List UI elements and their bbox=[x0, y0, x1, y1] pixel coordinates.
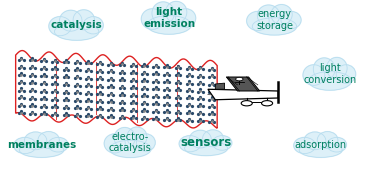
Ellipse shape bbox=[14, 137, 36, 153]
Ellipse shape bbox=[281, 11, 301, 29]
Ellipse shape bbox=[59, 10, 82, 31]
Ellipse shape bbox=[271, 5, 292, 25]
Ellipse shape bbox=[189, 130, 211, 148]
Ellipse shape bbox=[104, 134, 125, 153]
Ellipse shape bbox=[299, 143, 342, 157]
Ellipse shape bbox=[303, 65, 325, 85]
Polygon shape bbox=[208, 89, 278, 100]
Ellipse shape bbox=[179, 136, 201, 152]
Text: membranes: membranes bbox=[7, 140, 76, 150]
Ellipse shape bbox=[308, 72, 352, 90]
Text: light
conversion: light conversion bbox=[303, 63, 356, 85]
Circle shape bbox=[262, 101, 273, 106]
Ellipse shape bbox=[203, 130, 223, 147]
Polygon shape bbox=[226, 77, 260, 91]
Text: catalysis: catalysis bbox=[51, 20, 102, 30]
Ellipse shape bbox=[136, 134, 155, 151]
Ellipse shape bbox=[38, 132, 59, 149]
Ellipse shape bbox=[83, 17, 103, 34]
Ellipse shape bbox=[313, 58, 335, 80]
Ellipse shape bbox=[114, 128, 135, 148]
Polygon shape bbox=[215, 83, 225, 89]
Ellipse shape bbox=[247, 11, 269, 30]
Ellipse shape bbox=[54, 23, 99, 40]
Ellipse shape bbox=[24, 132, 47, 150]
Ellipse shape bbox=[127, 127, 147, 147]
Ellipse shape bbox=[252, 18, 297, 35]
Ellipse shape bbox=[184, 141, 228, 156]
Circle shape bbox=[235, 77, 243, 81]
Ellipse shape bbox=[176, 9, 196, 27]
Ellipse shape bbox=[257, 5, 280, 26]
Ellipse shape bbox=[317, 132, 338, 149]
Text: energy
storage: energy storage bbox=[256, 9, 293, 31]
Ellipse shape bbox=[304, 132, 326, 150]
Ellipse shape bbox=[152, 2, 174, 24]
Polygon shape bbox=[15, 51, 217, 128]
Ellipse shape bbox=[212, 136, 232, 150]
Ellipse shape bbox=[294, 137, 316, 153]
Ellipse shape bbox=[147, 16, 191, 34]
Text: sensors: sensors bbox=[180, 136, 232, 149]
Ellipse shape bbox=[48, 137, 68, 152]
Ellipse shape bbox=[141, 9, 164, 29]
Text: electro-
catalysis: electro- catalysis bbox=[109, 132, 152, 153]
Ellipse shape bbox=[110, 140, 151, 158]
Text: light
emission: light emission bbox=[143, 7, 195, 29]
Ellipse shape bbox=[336, 65, 356, 83]
Ellipse shape bbox=[166, 1, 187, 23]
Ellipse shape bbox=[19, 143, 64, 157]
Ellipse shape bbox=[327, 137, 347, 152]
Ellipse shape bbox=[73, 10, 94, 30]
Text: adsorption: adsorption bbox=[294, 140, 347, 150]
Ellipse shape bbox=[49, 17, 71, 36]
Ellipse shape bbox=[327, 57, 347, 79]
Circle shape bbox=[241, 101, 252, 106]
